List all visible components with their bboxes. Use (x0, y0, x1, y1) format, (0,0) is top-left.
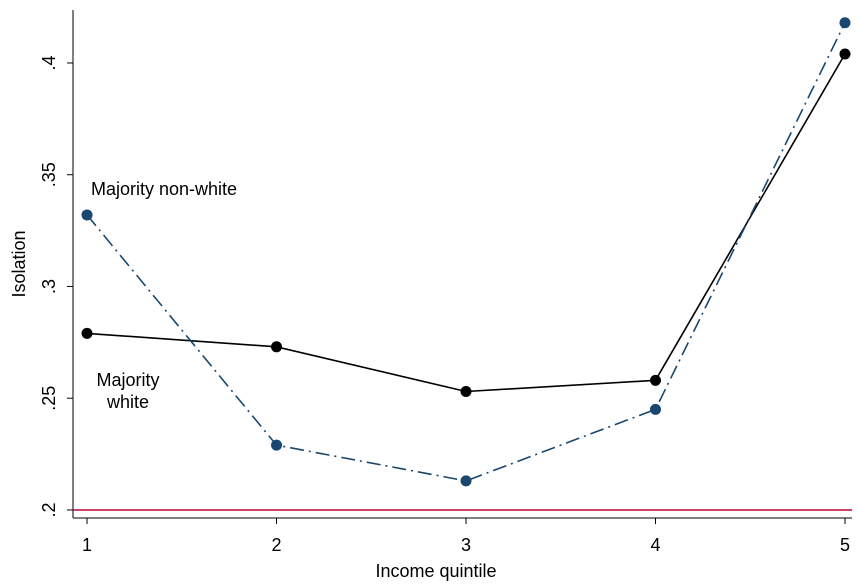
x-tick-label: 3 (461, 535, 471, 555)
x-tick-label: 5 (840, 535, 850, 555)
data-point (460, 386, 472, 398)
data-point (839, 48, 851, 60)
y-axis-label: Isolation (9, 230, 29, 297)
data-point (649, 374, 661, 386)
data-point (460, 475, 472, 487)
y-tick-label: .4 (39, 55, 59, 70)
y-tick-label: .25 (39, 386, 59, 411)
x-tick-label: 4 (650, 535, 660, 555)
data-point (271, 439, 283, 451)
series-line (86, 22, 846, 482)
data-point (81, 209, 93, 221)
y-tick-label: .2 (39, 502, 59, 517)
x-axis-label: Income quintile (375, 561, 496, 581)
data-point (839, 17, 851, 29)
data-point (81, 327, 93, 339)
data-point (649, 403, 661, 415)
series-line (86, 53, 846, 393)
data-point (271, 341, 283, 353)
y-tick-label: .35 (39, 162, 59, 187)
series-label: Majority white (96, 370, 160, 412)
x-tick-label: 2 (272, 535, 282, 555)
x-tick-label: 1 (82, 535, 92, 555)
series-label: Majority non-white (91, 179, 238, 199)
y-tick-label: .3 (39, 279, 59, 294)
